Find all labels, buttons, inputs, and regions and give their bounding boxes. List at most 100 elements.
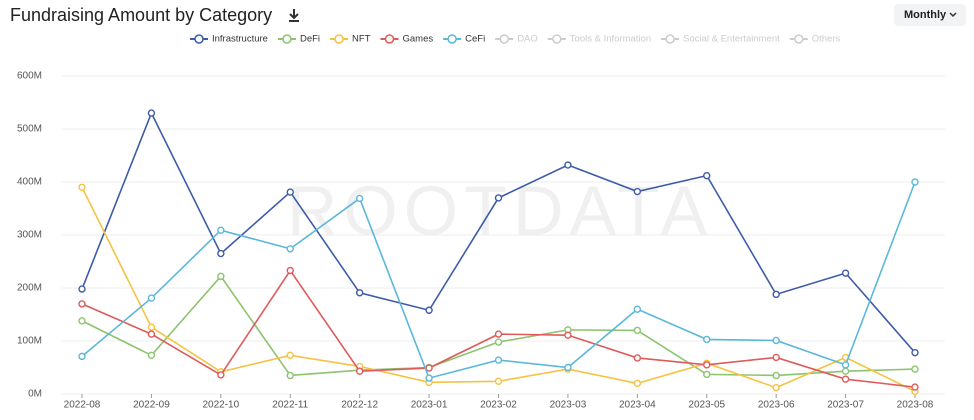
- data-point: [147, 294, 156, 302]
- x-tick-label: 2023-05: [688, 400, 725, 411]
- data-point: [286, 188, 294, 196]
- data-point: [217, 226, 225, 234]
- data-point: [147, 330, 156, 338]
- data-point: [494, 330, 503, 338]
- y-tick-label: 300M: [17, 230, 42, 241]
- data-point: [772, 371, 780, 380]
- data-point: [425, 374, 433, 382]
- legend-marker: [794, 34, 804, 44]
- data-point: [286, 351, 294, 360]
- data-point: [217, 371, 225, 379]
- x-tick-label: 2023-03: [550, 400, 587, 411]
- data-point: [78, 300, 86, 308]
- data-point: [564, 161, 572, 169]
- data-point: [911, 365, 919, 373]
- legend-label: Games: [403, 34, 434, 45]
- data-point: [772, 336, 780, 345]
- x-tick-label: 2022-10: [202, 400, 239, 411]
- data-point: [772, 383, 780, 392]
- data-point: [217, 249, 225, 258]
- data-point: [355, 367, 364, 375]
- data-point: [703, 171, 711, 180]
- legend-marker: [552, 34, 562, 44]
- data-point: [425, 364, 433, 372]
- data-point: [772, 290, 780, 299]
- period-label: Monthly: [904, 9, 947, 21]
- data-point: [911, 383, 919, 391]
- data-point: [841, 269, 850, 277]
- data-point: [494, 356, 503, 364]
- legend-label: NFT: [352, 34, 371, 45]
- x-tick-label: 2022-08: [64, 400, 101, 411]
- legend-label: DeFi: [300, 34, 320, 45]
- data-point: [147, 351, 156, 360]
- data-point: [633, 326, 642, 335]
- y-tick-label: 200M: [17, 283, 42, 294]
- data-point: [703, 361, 711, 369]
- data-point: [633, 379, 642, 388]
- y-tick-label: 500M: [17, 124, 42, 135]
- download-icon[interactable]: [289, 9, 299, 22]
- period-button[interactable]: [894, 4, 966, 26]
- y-tick-label: 100M: [17, 336, 42, 347]
- data-point: [355, 289, 364, 297]
- data-point: [841, 361, 850, 369]
- x-tick-label: 2022-12: [341, 400, 378, 411]
- data-point: [78, 183, 86, 192]
- legend-marker: [334, 34, 344, 44]
- data-point: [703, 370, 711, 379]
- data-point: [703, 335, 711, 344]
- data-point: [494, 377, 503, 385]
- chart-title: Fundraising Amount by Category: [10, 5, 272, 25]
- data-point: [841, 367, 850, 375]
- data-point: [494, 194, 503, 202]
- x-tick-label: 2023-08: [897, 400, 934, 411]
- x-tick-label: 2022-09: [133, 400, 170, 411]
- y-tick-label: 400M: [17, 177, 42, 188]
- legend-label: Tools & Information: [570, 34, 651, 45]
- data-point: [78, 285, 86, 293]
- legend-label: Others: [812, 34, 841, 45]
- legend-marker: [384, 34, 395, 44]
- data-point: [494, 338, 503, 346]
- data-point: [286, 371, 294, 380]
- data-point: [147, 109, 156, 117]
- y-tick-label: 0M: [28, 389, 42, 400]
- legend-label: Social & Entertainment: [683, 34, 780, 45]
- data-point: [633, 187, 642, 196]
- data-point: [425, 306, 433, 314]
- x-tick-label: 2023-07: [827, 400, 864, 411]
- x-tick-label: 2022-11: [272, 400, 308, 411]
- legend-label: DAO: [517, 34, 538, 45]
- legend-marker: [499, 34, 509, 44]
- x-tick-label: 2023-04: [619, 400, 656, 411]
- data-point: [147, 323, 156, 331]
- data-point: [78, 352, 86, 361]
- legend-label: Infrastructure: [212, 34, 268, 45]
- x-tick-label: 2023-02: [480, 400, 517, 411]
- data-point: [78, 317, 86, 325]
- data-point: [564, 363, 572, 372]
- data-point: [841, 375, 850, 383]
- data-point: [286, 245, 294, 253]
- legend-marker: [447, 34, 457, 44]
- x-tick-label: 2023-06: [758, 400, 795, 411]
- data-point: [911, 178, 919, 186]
- y-tick-label: 600M: [17, 71, 42, 82]
- watermark: ROOTDATA: [287, 171, 714, 249]
- data-point: [772, 353, 780, 362]
- x-tick-label: 2023-01: [411, 400, 448, 411]
- dropdown-arrow: [949, 12, 957, 18]
- legend-marker: [282, 34, 292, 44]
- data-point: [911, 348, 919, 357]
- data-point: [217, 272, 225, 281]
- data-point: [286, 266, 294, 275]
- data-point: [633, 354, 642, 362]
- legend-label: CeFi: [465, 34, 485, 45]
- data-point: [633, 305, 642, 313]
- legend-marker: [665, 34, 675, 44]
- legend-marker: [194, 34, 204, 44]
- data-point: [564, 331, 572, 339]
- data-point: [355, 194, 364, 203]
